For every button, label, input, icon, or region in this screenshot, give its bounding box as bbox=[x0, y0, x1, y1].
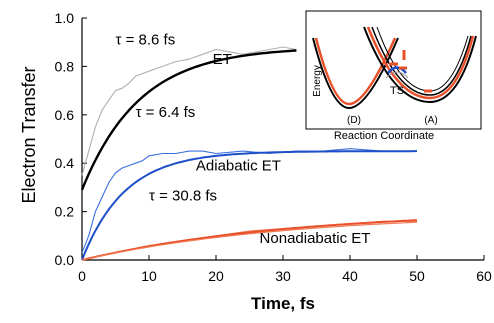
series-fit-adiabatic-et bbox=[81, 150, 417, 261]
annotation-tau-et: τ = 8.6 fs bbox=[116, 32, 176, 49]
annotation-ad: Adiabatic ET bbox=[196, 157, 281, 174]
inset-curves bbox=[312, 26, 477, 110]
inset-y-label: Energy bbox=[312, 65, 323, 97]
x-tick-label: 0 bbox=[78, 268, 86, 284]
y-tick-label: 0.2 bbox=[55, 204, 75, 220]
inset-donor-well-orange bbox=[314, 37, 397, 106]
y-axis-label: Electron Transfer bbox=[19, 66, 39, 203]
x-tick-label: 10 bbox=[141, 268, 157, 284]
x-tick-label: 20 bbox=[208, 268, 224, 284]
x-tick-label: 50 bbox=[409, 268, 425, 284]
inset-ts-arc-gray bbox=[385, 71, 409, 79]
annotation-non: Nonadiabatic ET bbox=[260, 230, 371, 247]
series-fit-et bbox=[80, 49, 297, 191]
inset-ts-arc-blue bbox=[387, 66, 407, 74]
inset-acceptor-label: (A) bbox=[424, 115, 437, 126]
axes: 0.0 0.2 0.4 0.6 0.8 1.0 0 10 20 30 40 50 60 bbox=[55, 10, 492, 284]
x-axis-label: Time, fs bbox=[251, 294, 315, 313]
inset-acceptor-well-4 bbox=[363, 26, 477, 104]
annotation-tau-non: τ = 30.8 fs bbox=[149, 188, 217, 205]
x-tick-label: 40 bbox=[342, 268, 358, 284]
inset-ts-label: TS bbox=[390, 85, 404, 97]
x-tick-label: 60 bbox=[476, 268, 492, 284]
annotation-layer: τ = 8.6 fs ET τ = 6.4 fs Adiabatic ET τ = 30… bbox=[116, 32, 371, 247]
y-tick-label: 0.0 bbox=[55, 252, 75, 268]
inset-acceptor-well-orange bbox=[366, 26, 475, 100]
series-raw-et bbox=[81, 46, 297, 176]
y-tick-label: 0.4 bbox=[55, 155, 75, 171]
inset-x-label: Reaction Coordinate bbox=[334, 130, 434, 142]
inset-donor-well-dark bbox=[312, 37, 399, 110]
annotation-et: ET bbox=[213, 51, 232, 68]
annotation-tau-ad: τ = 6.4 fs bbox=[136, 104, 196, 121]
y-tick-label: 0.8 bbox=[55, 58, 75, 74]
y-tick-label: 1.0 bbox=[55, 10, 75, 26]
x-tick-label: 30 bbox=[275, 268, 291, 284]
inset-acceptor-well-2 bbox=[371, 26, 472, 96]
inset-donor-label: (D) bbox=[347, 115, 361, 126]
series-layer bbox=[80, 46, 418, 261]
inset-energy-diagram: Energy Reaction Coordinate (D) (A) TS bbox=[305, 10, 482, 142]
y-tick-label: 0.6 bbox=[55, 107, 75, 123]
series-fit2-nonadiabatic-et bbox=[81, 221, 418, 261]
